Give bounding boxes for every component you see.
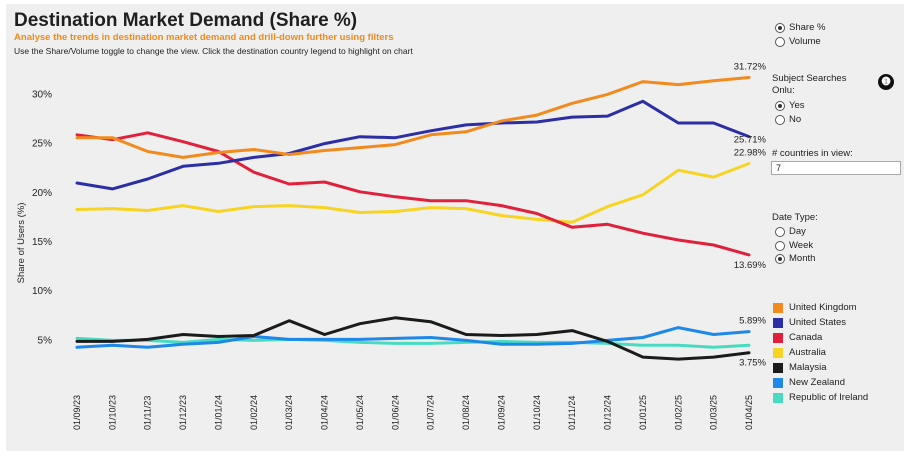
end-value-label: 13.69%: [734, 260, 767, 271]
legend-item-canada[interactable]: Canada: [773, 332, 822, 343]
x-tick-label: 01/09/23: [72, 395, 82, 430]
x-tick-label: 01/03/24: [284, 395, 294, 430]
legend-swatch: [773, 302, 783, 313]
x-tick-label: 01/02/25: [673, 395, 683, 430]
legend-item-australia[interactable]: Australia: [773, 347, 826, 358]
series-line-australia: [75, 162, 751, 224]
x-tick-label: 01/03/25: [709, 395, 719, 430]
x-tick-label: 01/08/24: [461, 395, 471, 430]
x-tick-label: 01/10/23: [107, 395, 117, 430]
radio-icon: [775, 22, 785, 33]
legend-swatch: [773, 332, 783, 343]
legend-swatch: [773, 377, 783, 388]
x-tick-label: 01/04/25: [744, 395, 754, 430]
x-tick-label: 01/04/24: [320, 395, 330, 430]
subject-searches-label: Subject Searches Onlu:: [772, 73, 847, 96]
countries-in-view-input[interactable]: [771, 161, 901, 175]
series-line-united-states: [75, 99, 751, 191]
radio-icon: [775, 226, 785, 237]
end-value-label: 3.75%: [739, 358, 766, 369]
subject-searches-option-label: No: [789, 114, 802, 125]
x-tick-label: 01/12/23: [178, 395, 188, 430]
legend-label: United Kingdom: [789, 302, 857, 313]
measure-option-volume[interactable]: Volume: [775, 36, 821, 47]
x-tick-label: 01/06/24: [390, 395, 400, 430]
legend-swatch: [773, 392, 783, 403]
x-tick-label: 01/09/24: [496, 395, 506, 430]
legend-label: Canada: [789, 332, 823, 343]
measure-option-label: Volume: [789, 36, 821, 47]
legend-item-united-kingdom[interactable]: United Kingdom: [773, 302, 857, 313]
legend-swatch: [773, 317, 783, 328]
radio-icon: [775, 253, 785, 264]
measure-option-share[interactable]: Share %: [775, 22, 825, 33]
y-tick-label: 10%: [32, 286, 52, 297]
dashboard-panel: [6, 4, 904, 451]
legend-item-republic-of-ireland[interactable]: Republic of Ireland: [773, 392, 868, 403]
series-line-canada: [75, 131, 751, 257]
date-type-option-week[interactable]: Week: [775, 240, 813, 251]
subject-searches-option-label: Yes: [789, 100, 805, 111]
x-tick-label: 01/10/24: [532, 395, 542, 430]
x-tick-label: 01/12/24: [603, 395, 613, 430]
legend-item-malaysia[interactable]: Malaysia: [773, 362, 827, 373]
radio-icon: [775, 114, 785, 125]
date-type-option-month[interactable]: Month: [775, 253, 815, 264]
date-type-option-day[interactable]: Day: [775, 226, 806, 237]
end-value-label: 25.71%: [734, 135, 767, 146]
end-value-label: 5.89%: [739, 316, 766, 327]
legend-label: Republic of Ireland: [789, 392, 869, 403]
info-icon[interactable]: ❶: [878, 74, 894, 90]
legend-label: Australia: [789, 347, 826, 358]
x-tick-label: 01/07/24: [426, 395, 436, 430]
x-tick-label: 01/02/24: [249, 395, 259, 430]
page-subtitle: Analyse the trends in destination market…: [14, 32, 394, 43]
legend-item-new-zealand[interactable]: New Zealand: [773, 377, 845, 388]
legend-swatch: [773, 362, 783, 373]
date-type-option-label: Month: [789, 253, 816, 264]
series-line-new-zealand: [75, 326, 751, 349]
y-tick-label: 15%: [32, 237, 52, 248]
legend-label: New Zealand: [789, 377, 845, 388]
countries-in-view-label: # countries in view:: [772, 148, 853, 159]
page-title: Destination Market Demand (Share %): [14, 10, 358, 31]
radio-icon: [775, 240, 785, 251]
x-tick-label: 01/11/23: [143, 396, 153, 430]
radio-icon: [775, 100, 785, 111]
y-tick-label: 25%: [32, 139, 52, 150]
subject-searches-option-yes[interactable]: Yes: [775, 100, 805, 111]
y-axis-title: Share of Users (%): [16, 203, 27, 284]
end-value-label: 31.72%: [734, 62, 767, 73]
end-value-label: 22.98%: [734, 148, 767, 159]
legend-item-united-states[interactable]: United States: [773, 317, 846, 328]
y-tick-label: 20%: [32, 188, 52, 199]
date-type-option-label: Week: [789, 240, 814, 251]
x-tick-label: 01/01/25: [638, 395, 648, 430]
series-line-united-kingdom: [75, 76, 751, 159]
date-type-option-label: Day: [789, 226, 806, 237]
radio-icon: [775, 36, 785, 47]
legend-swatch: [773, 347, 783, 358]
date-type-label: Date Type:: [772, 212, 818, 223]
x-tick-label: 01/11/24: [567, 396, 577, 430]
measure-option-label: Share %: [789, 22, 826, 33]
y-tick-label: 30%: [32, 89, 52, 100]
x-tick-label: 01/01/24: [213, 395, 223, 430]
legend-label: United States: [789, 317, 847, 328]
instructions-text: Use the Share/Volume toggle to change th…: [14, 46, 413, 56]
y-tick-label: 5%: [38, 335, 53, 346]
x-tick-label: 01/05/24: [355, 395, 365, 430]
series-line-malaysia: [75, 316, 751, 361]
subject-searches-option-no[interactable]: No: [775, 114, 801, 125]
legend-label: Malaysia: [789, 362, 827, 373]
series-line-republic-of-ireland: [75, 336, 751, 349]
